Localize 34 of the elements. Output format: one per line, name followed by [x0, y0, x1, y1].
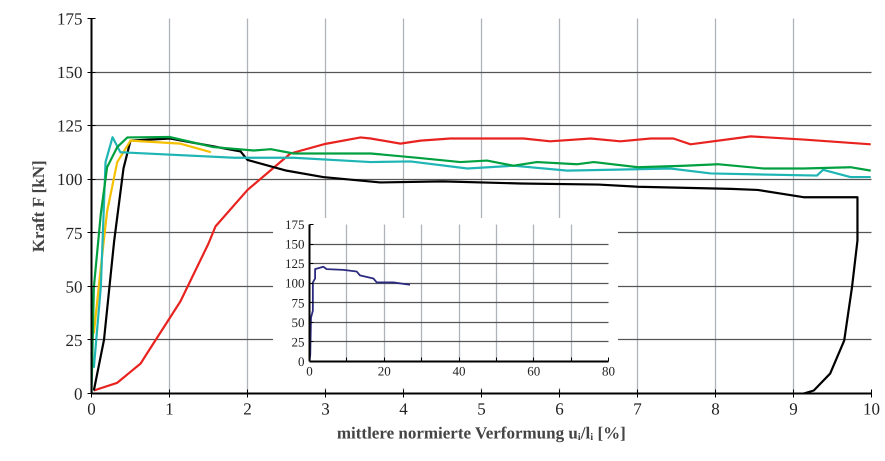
y-axis-title: Kraft F [kN] — [29, 160, 48, 252]
x-tick-label: 7 — [633, 400, 642, 418]
x-tick-label: 0 — [87, 400, 96, 418]
x-tick-label: 5 — [477, 400, 486, 418]
x-tick-label: 2 — [243, 400, 252, 418]
line-series — [92, 140, 212, 335]
x-tick-label: 80 — [602, 364, 615, 378]
x-tick-label: 60 — [527, 364, 540, 378]
y-tick-label: 25 — [292, 334, 304, 350]
y-tick-label: 150 — [57, 63, 82, 82]
y-tick-label: 75 — [66, 224, 82, 243]
x-tick-label: 6 — [555, 400, 564, 418]
x-tick-label: 40 — [452, 364, 466, 378]
y-tick-label: 100 — [285, 276, 304, 291]
y-tick-label: 0 — [74, 384, 82, 404]
x-tick-label: 4 — [399, 400, 408, 418]
y-tick-label: 50 — [66, 277, 82, 296]
y-tick-label: 50 — [292, 314, 304, 330]
y-tick-label: 0 — [298, 354, 304, 369]
y-tick-label: 125 — [285, 256, 304, 272]
y-tick-label: 175 — [57, 10, 82, 28]
x-tick-label: 9 — [789, 400, 798, 418]
x-tick-label: 8 — [711, 400, 720, 418]
y-tick-label: 150 — [285, 236, 304, 252]
y-tick-label: 25 — [66, 330, 82, 350]
x-tick-label: 3 — [321, 400, 330, 418]
x-tick-label: 20 — [378, 364, 391, 378]
x-tick-label: 10 — [863, 400, 880, 418]
y-tick-label: 175 — [285, 217, 304, 232]
x-axis-title: mittlere normierte Verformung uᵢ/lᵢ [%] — [336, 424, 626, 442]
y-tick-label: 75 — [292, 295, 304, 310]
y-tick-label: 100 — [57, 170, 82, 190]
y-tick-label: 125 — [57, 116, 82, 136]
x-tick-label: 1 — [165, 400, 174, 418]
